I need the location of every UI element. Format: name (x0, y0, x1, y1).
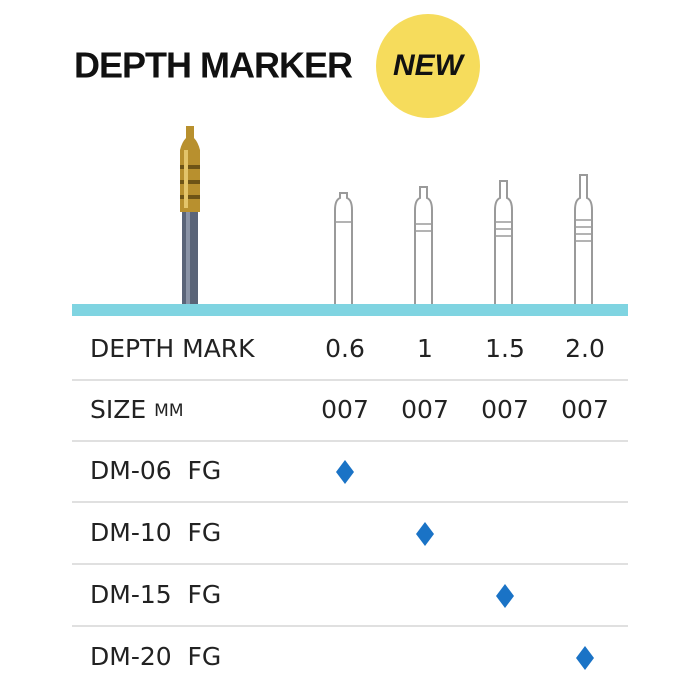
badge-text: NEW (393, 49, 466, 82)
badge (376, 14, 480, 118)
row-label: DM-06 FG (90, 456, 221, 485)
cell-value: 1.5 (485, 334, 525, 363)
cell-value: 0.6 (325, 334, 365, 363)
cell-value: 1 (417, 334, 433, 363)
bur-photo (180, 126, 200, 306)
row-label: SIZE MM (90, 395, 184, 424)
size-unit: MM (154, 401, 183, 421)
availability-marks (336, 460, 594, 670)
cell-value: 2.0 (565, 334, 605, 363)
row-label: DM-20 FG (90, 642, 221, 671)
row-label: DM-10 FG (90, 518, 221, 547)
cell-value: 007 (401, 395, 449, 424)
separators (72, 379, 628, 627)
size-label: SIZE (90, 395, 146, 424)
row-label: DM-15 FG (90, 580, 221, 609)
row-label: DEPTH MARK (90, 334, 255, 363)
blue-bar (72, 304, 628, 316)
columns: 0.6 1 1.5 2.0 007 007 007 007 (321, 334, 609, 424)
cell-value: 007 (321, 395, 369, 424)
title: DEPTH MARKER (74, 45, 353, 86)
bur-diagrams (334, 174, 593, 305)
cell-value: 007 (561, 395, 609, 424)
cell-value: 007 (481, 395, 529, 424)
